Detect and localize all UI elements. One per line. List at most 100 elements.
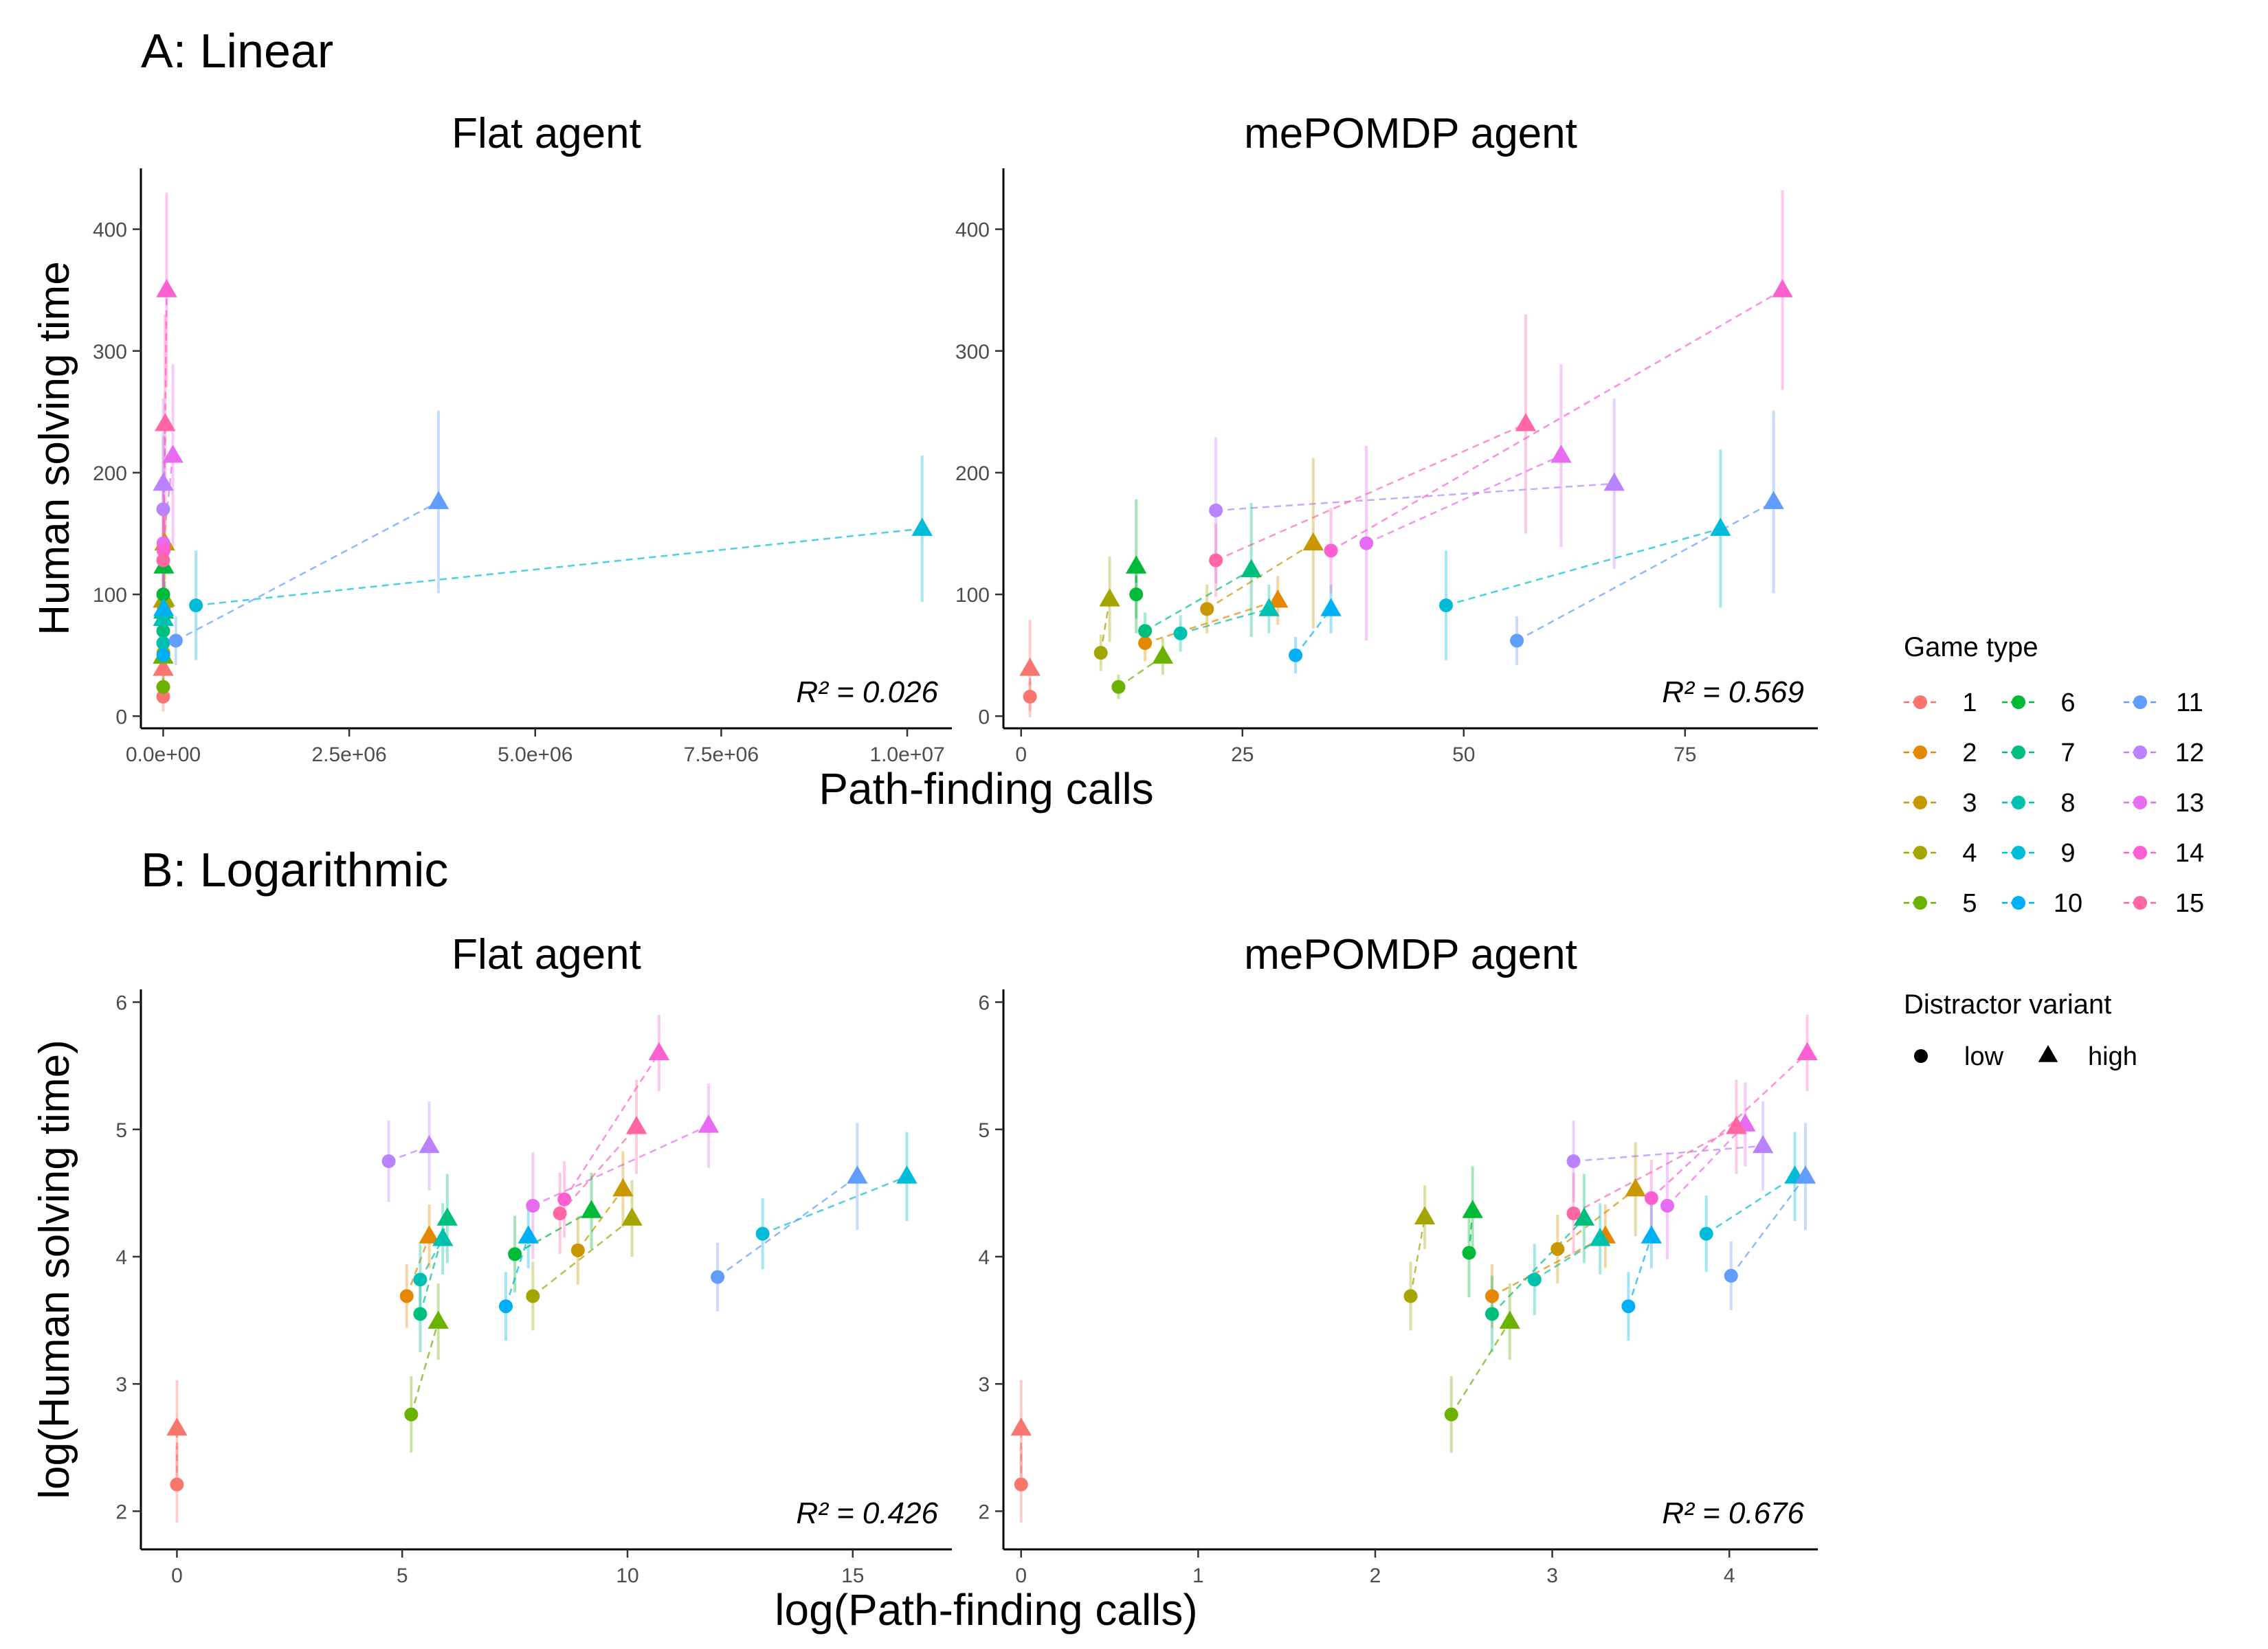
game-6-low-point	[508, 1247, 522, 1261]
r-squared-label: R² = 0.026	[796, 675, 938, 709]
x-tick-label: 0	[1015, 1564, 1027, 1587]
game-13-connector	[1366, 454, 1561, 544]
x-tick-label: 15	[841, 1564, 864, 1587]
game-12-high-point	[1603, 472, 1625, 491]
game-9-connector	[762, 1176, 907, 1235]
game-13-connector	[162, 455, 174, 543]
game-8-low-point	[413, 1272, 427, 1287]
game-5-high-point	[427, 1310, 449, 1329]
legend-game-label: 4	[1962, 839, 1977, 868]
game-10-low-point	[1621, 1299, 1636, 1314]
legend-key-dot	[1913, 896, 1927, 910]
game-1-high-point	[1010, 1417, 1032, 1436]
game-6-low-point	[1129, 587, 1144, 602]
x-tick-label: 75	[1674, 743, 1696, 766]
game-7-low-point	[1138, 624, 1153, 638]
game-12-low-point	[1209, 503, 1223, 517]
y-tick-label: 6	[978, 992, 990, 1015]
x-tick-label: 3	[1546, 1564, 1558, 1587]
game-7-high-point	[1573, 1207, 1595, 1226]
game-12-connector	[1573, 1145, 1764, 1163]
legend-key-dot	[2012, 846, 2025, 860]
game-11-low-point	[711, 1270, 725, 1284]
game-7-low-point	[156, 624, 170, 638]
y-tick-label: 200	[955, 462, 990, 485]
game-9-connector	[1445, 528, 1721, 607]
y-tick-label: 2	[115, 1501, 127, 1523]
game-14-high-point	[648, 1042, 670, 1061]
legend-game-label: 2	[1962, 739, 1977, 767]
game-4-low-point	[1093, 646, 1108, 660]
game-1-high-point	[1019, 658, 1041, 676]
x-tick-label: 1.0e+07	[869, 743, 944, 766]
game-13-high-point	[1550, 445, 1572, 463]
panel-title: mePOMDP agent	[1244, 110, 1577, 157]
game-12-high-point	[419, 1134, 440, 1154]
game-2-low-point	[399, 1289, 414, 1303]
game-1-high-point	[166, 1417, 188, 1436]
game-5-low-point	[1444, 1407, 1458, 1422]
game-3-high-point	[1302, 532, 1324, 551]
game-11-low-point	[168, 633, 183, 648]
x-axis-label-linear: Path-finding calls	[819, 764, 1153, 814]
y-tick-label: 3	[115, 1373, 127, 1396]
game-6-high-point	[1462, 1200, 1483, 1218]
game-10-connector	[1627, 1235, 1653, 1307]
y-axis-label: log(Human solving time)	[31, 1040, 78, 1499]
game-11-high-point	[1794, 1165, 1816, 1184]
y-tick-label: 5	[978, 1119, 990, 1142]
legend-game-label: 8	[2060, 789, 2075, 818]
game-8-connector	[1534, 1237, 1601, 1281]
y-tick-label: 5	[115, 1119, 127, 1142]
panel-title: Flat agent	[452, 931, 641, 978]
game-13-low-point	[526, 1198, 540, 1213]
game-10-low-point	[1289, 648, 1303, 662]
game-9-connector	[195, 528, 922, 607]
game-15-connector	[1215, 423, 1526, 561]
game-10-low-point	[499, 1299, 513, 1314]
game-3-low-point	[1550, 1242, 1565, 1256]
game-11-connector	[175, 501, 439, 642]
game-5-high-point	[1499, 1310, 1520, 1329]
game-10-high-point	[1320, 598, 1342, 616]
game-13-low-point	[1359, 536, 1374, 550]
legend-key-dot	[2012, 695, 2025, 709]
game-2-low-point	[1138, 636, 1153, 650]
legend-variant-low: low	[1964, 1042, 2004, 1071]
game-1-high-point	[153, 658, 174, 676]
x-tick-label: 7.5e+06	[684, 743, 759, 766]
game-4-high-point	[1099, 588, 1120, 607]
game-12-connector	[1216, 482, 1614, 512]
legend-game-label: 9	[2060, 839, 2075, 868]
game-4-high-point	[1414, 1206, 1436, 1224]
legend-key-dot	[2133, 896, 2147, 910]
game-13-high-point	[698, 1114, 720, 1133]
game-13-high-point	[162, 445, 184, 463]
x-tick-label: 4	[1724, 1564, 1735, 1587]
game-9-high-point	[911, 517, 933, 536]
game-10-low-point	[156, 648, 170, 662]
x-tick-label: 5	[397, 1564, 408, 1587]
x-tick-label: 0	[171, 1564, 183, 1587]
legend-key-dot	[2012, 796, 2025, 809]
game-14-high-point	[1797, 1042, 1818, 1061]
game-2-low-point	[1485, 1289, 1499, 1303]
legend-key-dot	[2012, 896, 2025, 910]
game-15-connector	[1572, 1125, 1737, 1215]
legend-game-label: 3	[1962, 789, 1977, 818]
section-a-title: A: Linear	[141, 24, 333, 78]
legend-game-label: 6	[2060, 688, 2075, 717]
game-5-low-point	[404, 1407, 419, 1422]
panel-4: mePOMDP agent 0 1 2 3 4 2 3 4 5 6 R² = 0.676	[978, 931, 1818, 1587]
game-15-low-point	[553, 1207, 567, 1220]
panel-2: mePOMDP agent 0 25 50 75 0 100 200 300 400 R² = 0.…	[955, 110, 1818, 766]
game-15-low-point	[156, 553, 170, 568]
game-11-low-point	[1724, 1268, 1738, 1283]
game-14-connector	[564, 1052, 660, 1200]
game-11-high-point	[1763, 491, 1784, 509]
x-tick-label: 50	[1452, 743, 1475, 766]
panel-title: mePOMDP agent	[1244, 931, 1577, 978]
game-15-high-point	[155, 413, 176, 431]
game-6-connector	[514, 1210, 592, 1255]
